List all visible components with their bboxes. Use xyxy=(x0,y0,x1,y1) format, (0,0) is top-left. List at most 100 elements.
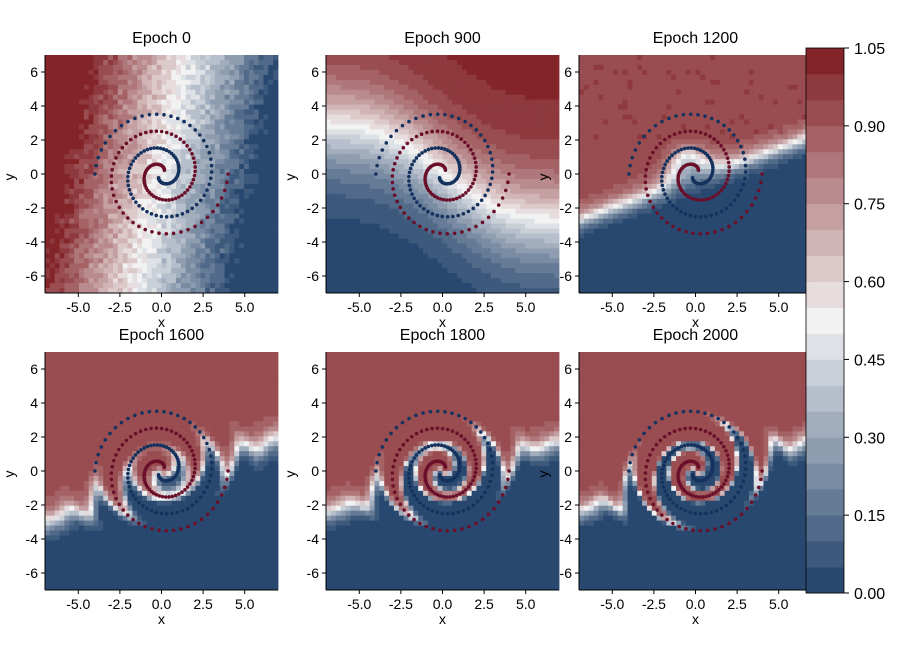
contour-cell xyxy=(219,178,225,185)
contour-cell xyxy=(554,193,560,200)
contour-cell xyxy=(224,243,230,249)
contour-cell xyxy=(529,253,536,259)
contour-cell xyxy=(229,79,235,86)
contour-cell xyxy=(161,253,167,259)
contour-cell xyxy=(495,218,502,224)
contour-cell xyxy=(461,79,468,86)
contour-cell xyxy=(103,159,109,165)
contour-cell xyxy=(244,109,250,115)
contour-cell xyxy=(132,208,138,215)
contour-cell xyxy=(156,188,162,195)
contour-cell xyxy=(98,129,104,135)
contour-cell xyxy=(432,55,439,61)
contour-cell xyxy=(442,248,448,254)
contour-cell xyxy=(432,218,439,224)
contour-cell xyxy=(350,223,356,229)
contour-cell xyxy=(369,198,375,205)
contour-cell xyxy=(481,104,487,110)
contour-cell xyxy=(234,134,240,140)
contour-cell xyxy=(93,258,99,264)
contour-cell xyxy=(88,159,94,165)
contour-cell xyxy=(520,69,526,76)
contour-cell xyxy=(127,253,133,259)
contour-cell xyxy=(423,218,429,224)
contour-cell xyxy=(398,119,405,125)
contour-cell xyxy=(146,174,153,180)
contour-cell xyxy=(495,84,502,91)
contour-cell xyxy=(229,278,235,284)
contour-cell xyxy=(486,139,492,145)
contour-cell xyxy=(408,114,414,120)
contour-cell xyxy=(239,243,245,249)
contour-cell xyxy=(78,273,85,279)
data-point xyxy=(207,150,212,155)
contour-cell xyxy=(413,188,419,195)
contour-cell xyxy=(374,134,380,140)
contour-cell xyxy=(268,228,274,234)
contour-cell xyxy=(457,109,463,115)
contour-cell xyxy=(539,89,545,96)
contour-cell xyxy=(432,258,439,264)
contour-cell xyxy=(273,258,279,264)
contour-cell xyxy=(403,154,409,160)
contour-cell xyxy=(176,129,182,135)
contour-cell xyxy=(224,218,230,224)
contour-cell xyxy=(137,263,143,269)
contour-cell xyxy=(171,218,177,224)
contour-cell xyxy=(263,218,269,224)
contour-cell xyxy=(127,268,133,274)
contour-cell xyxy=(544,74,550,81)
contour-cell xyxy=(244,178,250,185)
contour-cell xyxy=(108,223,114,229)
contour-cell xyxy=(452,69,458,76)
contour-cell xyxy=(457,273,463,279)
contour-cell xyxy=(112,178,119,185)
contour-cell xyxy=(224,213,230,220)
contour-cell xyxy=(355,69,361,76)
contour-cell xyxy=(393,59,400,66)
contour-cell xyxy=(510,193,516,200)
contour-cell xyxy=(112,59,119,66)
contour-cell xyxy=(447,188,453,195)
contour-cell xyxy=(515,149,521,155)
contour-cell xyxy=(364,183,371,190)
contour-cell xyxy=(234,213,240,220)
contour-cell xyxy=(481,278,487,284)
contour-cell xyxy=(117,139,124,145)
contour-cell xyxy=(495,283,502,289)
contour-cell xyxy=(447,104,453,110)
contour-cell xyxy=(180,55,187,61)
contour-cell xyxy=(103,283,109,289)
contour-cell xyxy=(539,164,545,170)
contour-cell xyxy=(161,55,167,61)
contour-cell xyxy=(49,119,56,125)
contour-cell xyxy=(442,283,448,289)
contour-cell xyxy=(263,124,269,130)
contour-cell xyxy=(200,248,206,254)
contour-cell xyxy=(374,59,380,66)
contour-cell xyxy=(78,129,85,135)
contour-cell xyxy=(185,114,192,120)
contour-cell xyxy=(239,193,245,200)
contour-cell xyxy=(268,114,274,120)
contour-cell xyxy=(88,64,94,71)
contour-cell xyxy=(505,99,511,105)
contour-cell xyxy=(515,89,521,96)
contour-cell xyxy=(200,169,206,175)
contour-cell xyxy=(244,64,250,71)
contour-cell xyxy=(466,55,473,61)
contour-cell xyxy=(151,223,158,229)
contour-cell xyxy=(379,74,385,81)
contour-cell xyxy=(273,119,279,125)
contour-cell xyxy=(258,94,264,101)
contour-cell xyxy=(93,149,99,155)
contour-cell xyxy=(88,268,94,274)
contour-cell xyxy=(476,55,482,61)
contour-cell xyxy=(219,119,225,125)
contour-cell xyxy=(520,109,526,115)
contour-cell xyxy=(195,278,201,284)
contour-cell xyxy=(161,64,167,71)
contour-cell xyxy=(355,134,361,140)
contour-cell xyxy=(326,79,332,86)
contour-cell xyxy=(389,64,395,71)
